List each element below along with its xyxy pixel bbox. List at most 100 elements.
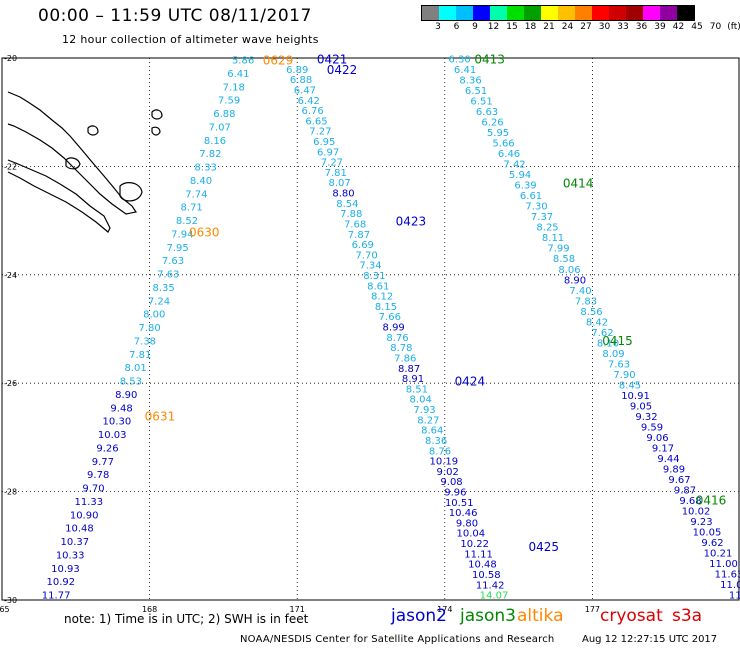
swh-value: 7.82 xyxy=(199,149,221,160)
swh-value: 10.90 xyxy=(70,510,99,521)
swh-value: 9.17 xyxy=(652,443,674,454)
swh-value: 5.94 xyxy=(509,170,531,181)
x-tick-label: 171 xyxy=(290,605,305,614)
track-time-label: 0424 xyxy=(455,374,486,388)
y-tick-label: -24 xyxy=(4,271,17,280)
swh-value: 8.90 xyxy=(564,275,586,286)
swh-value: 7.63 xyxy=(157,270,179,281)
color-scale-label: 21 xyxy=(543,22,555,32)
swh-value: 9.77 xyxy=(92,457,114,468)
swh-value: 8.00 xyxy=(143,310,165,321)
swh-value: 7.94 xyxy=(171,229,193,240)
axis-ticks: 165 168 171 174 177 -20 -22 -24 -26 -28 -30 xyxy=(0,54,600,614)
swh-value: 6.46 xyxy=(498,149,520,160)
swh-value: 7.86 xyxy=(394,353,416,364)
swh-value: 9.62 xyxy=(701,538,723,549)
swh-value: 9.96 xyxy=(444,487,466,498)
y-tick-label: -28 xyxy=(4,488,17,497)
swh-value: 6.42 xyxy=(298,96,320,107)
swh-value: 8.91 xyxy=(402,374,424,385)
swh-value: 6.69 xyxy=(352,240,374,251)
color-scale-label: 39 xyxy=(654,22,666,32)
swh-value: 6.61 xyxy=(520,191,542,202)
x-tick-label: 165 xyxy=(0,605,10,614)
swh-value: 10.03 xyxy=(98,430,127,441)
swh-value: 8.36 xyxy=(425,436,447,447)
swh-value: 6.26 xyxy=(481,118,503,129)
swh-value: 8.52 xyxy=(176,216,198,227)
swh-value: 7.27 xyxy=(321,158,343,169)
swh-value: 8.42 xyxy=(586,317,608,328)
swh-value: 11.11 xyxy=(464,549,493,560)
color-scale-label: 18 xyxy=(524,22,537,32)
color-scale-label: 24 xyxy=(561,22,574,32)
swh-value: 8.61 xyxy=(367,281,389,292)
swh-value: 7.63 xyxy=(608,359,630,370)
swh-value: 10.05 xyxy=(693,528,722,539)
swh-value: 9.06 xyxy=(646,433,668,444)
swh-value: 8.07 xyxy=(329,178,351,189)
swh-value: 8.16 xyxy=(204,136,226,147)
color-swatch xyxy=(592,6,609,20)
swh-value: 10.93 xyxy=(51,564,80,575)
swh-value: 5.86 xyxy=(232,56,254,67)
swh-value: 9.68 xyxy=(679,496,701,507)
legend-altika: altika xyxy=(517,606,564,626)
swh-value: 8.54 xyxy=(336,199,358,210)
swh-value: 7.87 xyxy=(348,230,370,241)
swh-value: 8.90 xyxy=(115,390,137,401)
color-scale-label: 3 xyxy=(435,22,441,32)
swh-value: 11.09 xyxy=(720,580,740,591)
color-scale-label: 45 xyxy=(691,22,703,32)
legend-jason2: jason2 xyxy=(391,606,447,626)
color-swatch xyxy=(609,6,626,20)
swh-value: 7.80 xyxy=(138,323,160,334)
swh-value: 6.41 xyxy=(454,65,476,76)
track-time-label: 0415 xyxy=(602,334,633,348)
color-swatch xyxy=(643,6,660,20)
swh-value: 9.59 xyxy=(641,422,663,433)
swh-value: 11.5 xyxy=(729,591,740,602)
swh-value: 10.37 xyxy=(60,537,89,548)
swh-value: 14.07 xyxy=(480,591,509,602)
swh-value: 10.92 xyxy=(46,577,75,588)
swh-value: 11.77 xyxy=(42,591,71,602)
swh-value: 10.51 xyxy=(445,498,474,509)
swh-value: 6.95 xyxy=(313,137,335,148)
color-scale-label: 36 xyxy=(635,22,648,32)
swh-value: 7.68 xyxy=(344,219,366,230)
swh-value: 11.33 xyxy=(75,497,104,508)
swh-value: 7.81 xyxy=(129,350,151,361)
color-swatch xyxy=(456,6,473,20)
y-tick-label: -22 xyxy=(4,162,17,171)
color-swatch xyxy=(677,6,694,20)
swh-value: 7.34 xyxy=(359,261,381,272)
color-scale-label: 30 xyxy=(598,22,611,32)
y-tick-label: -30 xyxy=(4,596,17,605)
swh-value: 6.89 xyxy=(286,65,308,76)
swh-value: 10.46 xyxy=(449,508,478,519)
legend-cryosat: cryosat xyxy=(600,606,663,626)
swh-value: 10.48 xyxy=(468,560,497,571)
color-scale-label: 70 xyxy=(709,22,722,32)
swh-value: 7.66 xyxy=(379,312,401,323)
swh-value: 8.11 xyxy=(542,233,564,244)
swh-value: 6.97 xyxy=(317,147,339,158)
swh-value: 7.42 xyxy=(503,160,525,171)
swh-value: 9.89 xyxy=(663,464,685,475)
swh-value: 9.80 xyxy=(456,518,478,529)
swh-value: 7.24 xyxy=(148,296,170,307)
color-swatch xyxy=(473,6,490,20)
swh-value: 6.47 xyxy=(294,85,316,96)
swh-value: 7.27 xyxy=(309,127,331,138)
swh-value: 8.12 xyxy=(371,292,393,303)
swh-value: 10.91 xyxy=(621,391,650,402)
color-scale-label: 42 xyxy=(672,22,685,32)
swh-value: 7.74 xyxy=(185,189,207,200)
swh-value: 9.70 xyxy=(82,484,104,495)
swh-value: 10.48 xyxy=(65,524,94,535)
credit-line: NOAA/NESDIS Center for Satellite Applica… xyxy=(240,634,555,645)
legend-jason3: jason3 xyxy=(460,606,516,626)
swh-value: 9.08 xyxy=(440,477,462,488)
